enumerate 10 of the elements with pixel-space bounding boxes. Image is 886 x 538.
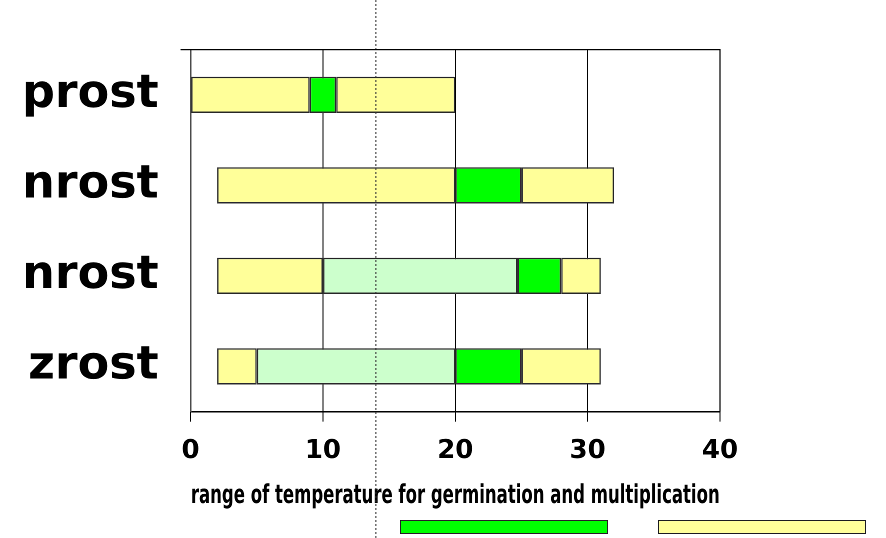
y-tick-label: prost (22, 64, 159, 118)
x-axis-title: range of temperature for germination and multiplication (190, 480, 720, 510)
x-tick-label: 10 (304, 434, 342, 465)
x-tick-label: 0 (182, 434, 200, 465)
y-tick-label: nrost (22, 154, 159, 208)
x-tick-label: 20 (437, 434, 474, 465)
x-tick-label: 30 (570, 434, 606, 465)
x-tick-label: 40 (702, 434, 738, 465)
y-tick-label: nrost (22, 244, 159, 299)
y-tick-label: zrost (28, 335, 159, 390)
